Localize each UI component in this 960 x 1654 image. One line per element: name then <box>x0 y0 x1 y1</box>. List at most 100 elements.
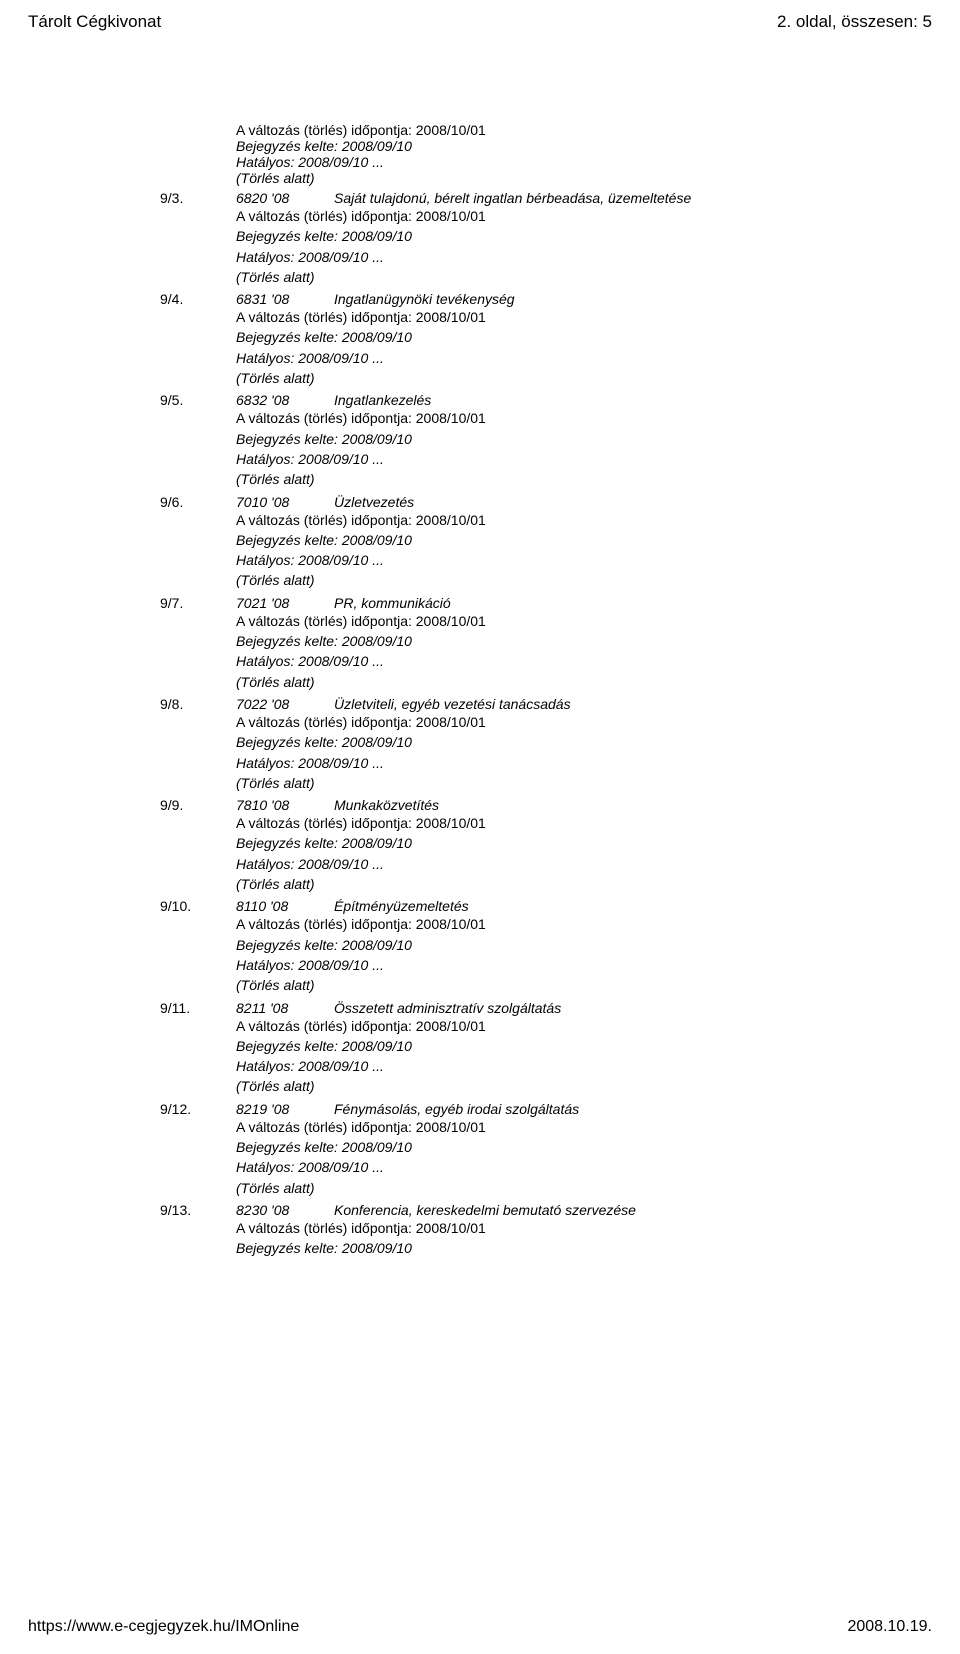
entry-entry-date: Bejegyzés kelte: 2008/09/10 <box>160 1238 960 1258</box>
entry-item: 9/5.6832 '08IngatlankezelésA változás (t… <box>160 392 960 489</box>
content: A változás (törlés) időpontja: 2008/10/0… <box>0 32 960 1258</box>
entry-effective: Hatályos: 2008/09/10 ... <box>160 247 960 267</box>
entry-entry-date: Bejegyzés kelte: 2008/09/10 <box>160 429 960 449</box>
entry-code: 6820 '08 <box>236 190 334 206</box>
entry-change-date: A változás (törlés) időpontja: 2008/10/0… <box>160 1016 960 1036</box>
entry-entry-date: Bejegyzés kelte: 2008/09/10 <box>160 631 960 651</box>
entry-code: 6831 '08 <box>236 291 334 307</box>
entry-entry-date: Bejegyzés kelte: 2008/09/10 <box>160 833 960 853</box>
header-left: Tárolt Cégkivonat <box>28 12 161 32</box>
entry-number: 9/8. <box>160 696 236 712</box>
entry-entry-date: Bejegyzés kelte: 2008/09/10 <box>160 530 960 550</box>
entry-item: 9/12.8219 '08Fénymásolás, egyéb irodai s… <box>160 1101 960 1198</box>
entry-row: 9/6.7010 '08Üzletvezetés <box>160 494 960 510</box>
entry-effective: Hatályos: 2008/09/10 ... <box>160 550 960 570</box>
entry-row: 9/4.6831 '08Ingatlanügynöki tevékenység <box>160 291 960 307</box>
entry-item: 9/3.6820 '08Saját tulajdonú, bérelt inga… <box>160 190 960 287</box>
entry-date-label: Bejegyzés kelte: <box>236 138 338 154</box>
entry-entry-date: Bejegyzés kelte: 2008/09/10 <box>160 1036 960 1056</box>
entry-number: 9/9. <box>160 797 236 813</box>
entry-entry-date: Bejegyzés kelte: 2008/09/10 <box>160 732 960 752</box>
entry-date-line: Bejegyzés kelte: 2008/09/10 <box>236 138 960 154</box>
change-date-label: A változás (törlés) időpontja: <box>236 122 412 138</box>
footer-date: 2008.10.19. <box>847 1618 932 1636</box>
entry-effective: Hatályos: 2008/09/10 ... <box>160 854 960 874</box>
entry-effective: Hatályos: 2008/09/10 ... <box>160 1056 960 1076</box>
entry-row: 9/7.7021 '08PR, kommunikáció <box>160 595 960 611</box>
entry-change-date: A változás (törlés) időpontja: 2008/10/0… <box>160 611 960 631</box>
change-date-value: 2008/10/01 <box>416 122 486 138</box>
entry-deletion: (Törlés alatt) <box>160 1178 960 1198</box>
entry-change-date: A változás (törlés) időpontja: 2008/10/0… <box>160 307 960 327</box>
entry-item: 9/6.7010 '08ÜzletvezetésA változás (törl… <box>160 494 960 591</box>
effective-label: Hatályos: <box>236 154 294 170</box>
entry-number: 9/12. <box>160 1101 236 1117</box>
entry-change-date: A változás (törlés) időpontja: 2008/10/0… <box>160 914 960 934</box>
entry-code: 7022 '08 <box>236 696 334 712</box>
entry-code: 8219 '08 <box>236 1101 334 1117</box>
entry-row: 9/13.8230 '08Konferencia, kereskedelmi b… <box>160 1202 960 1218</box>
entry-row: 9/3.6820 '08Saját tulajdonú, bérelt inga… <box>160 190 960 206</box>
entry-change-date: A változás (törlés) időpontja: 2008/10/0… <box>160 1218 960 1238</box>
entry-row: 9/12.8219 '08Fénymásolás, egyéb irodai s… <box>160 1101 960 1117</box>
entry-number: 9/6. <box>160 494 236 510</box>
entry-entry-date: Bejegyzés kelte: 2008/09/10 <box>160 327 960 347</box>
entry-number: 9/10. <box>160 898 236 914</box>
entry-row: 9/9.7810 '08Munkaközvetítés <box>160 797 960 813</box>
entry-item: 9/8.7022 '08Üzletviteli, egyéb vezetési … <box>160 696 960 793</box>
entry-item: 9/4.6831 '08Ingatlanügynöki tevékenységA… <box>160 291 960 388</box>
entry-deletion: (Törlés alatt) <box>160 672 960 692</box>
entry-entry-date: Bejegyzés kelte: 2008/09/10 <box>160 1137 960 1157</box>
entry-deletion: (Törlés alatt) <box>160 773 960 793</box>
entry-description: Összetett adminisztratív szolgáltatás <box>334 1000 561 1016</box>
entry-description: Fénymásolás, egyéb irodai szolgáltatás <box>334 1101 579 1117</box>
entry-change-date: A változás (törlés) időpontja: 2008/10/0… <box>160 510 960 530</box>
entry-description: Konferencia, kereskedelmi bemutató szerv… <box>334 1202 636 1218</box>
page-header: Tárolt Cégkivonat 2. oldal, összesen: 5 <box>0 0 960 32</box>
entry-deletion: (Törlés alatt) <box>160 368 960 388</box>
entry-description: Munkaközvetítés <box>334 797 439 813</box>
entry-number: 9/3. <box>160 190 236 206</box>
header-right: 2. oldal, összesen: 5 <box>777 12 932 32</box>
entry-number: 9/7. <box>160 595 236 611</box>
entry-effective: Hatályos: 2008/09/10 ... <box>160 753 960 773</box>
entry-effective: Hatályos: 2008/09/10 ... <box>160 449 960 469</box>
entry-description: Üzletviteli, egyéb vezetési tanácsadás <box>334 696 571 712</box>
entry-code: 7021 '08 <box>236 595 334 611</box>
entry-code: 8211 '08 <box>236 1000 334 1016</box>
entry-effective: Hatályos: 2008/09/10 ... <box>160 651 960 671</box>
entry-description: Saját tulajdonú, bérelt ingatlan bérbead… <box>334 190 691 206</box>
entry-code: 7010 '08 <box>236 494 334 510</box>
entry-change-date: A változás (törlés) időpontja: 2008/10/0… <box>160 206 960 226</box>
entry-effective: Hatályos: 2008/09/10 ... <box>160 348 960 368</box>
entry-entry-date: Bejegyzés kelte: 2008/09/10 <box>160 226 960 246</box>
entry-change-date: A változás (törlés) időpontja: 2008/10/0… <box>160 712 960 732</box>
entry-date-value: 2008/09/10 <box>342 138 412 154</box>
entry-deletion: (Törlés alatt) <box>160 975 960 995</box>
change-date-line: A változás (törlés) időpontja: 2008/10/0… <box>236 122 960 138</box>
entries-list: 9/3.6820 '08Saját tulajdonú, bérelt inga… <box>160 190 960 1258</box>
entry-number: 9/13. <box>160 1202 236 1218</box>
entry-description: Üzletvezetés <box>334 494 414 510</box>
entry-item: 9/13.8230 '08Konferencia, kereskedelmi b… <box>160 1202 960 1259</box>
entry-row: 9/11.8211 '08Összetett adminisztratív sz… <box>160 1000 960 1016</box>
entry-deletion: (Törlés alatt) <box>160 874 960 894</box>
entry-effective: Hatályos: 2008/09/10 ... <box>160 1157 960 1177</box>
entry-code: 8230 '08 <box>236 1202 334 1218</box>
entry-description: PR, kommunikáció <box>334 595 451 611</box>
entry-description: Ingatlankezelés <box>334 392 431 408</box>
entry-deletion: (Törlés alatt) <box>160 570 960 590</box>
entry-code: 7810 '08 <box>236 797 334 813</box>
entry-item: 9/10.8110 '08ÉpítményüzemeltetésA változ… <box>160 898 960 995</box>
entry-item: 9/11.8211 '08Összetett adminisztratív sz… <box>160 1000 960 1097</box>
entry-code: 8110 '08 <box>236 898 334 914</box>
effective-value: 2008/09/10 ... <box>298 154 384 170</box>
entry-change-date: A változás (törlés) időpontja: 2008/10/0… <box>160 408 960 428</box>
entry-deletion: (Törlés alatt) <box>160 267 960 287</box>
effective-line: Hatályos: 2008/09/10 ... <box>236 154 960 170</box>
entry-item: 9/7.7021 '08PR, kommunikációA változás (… <box>160 595 960 692</box>
entry-change-date: A változás (törlés) időpontja: 2008/10/0… <box>160 1117 960 1137</box>
entry-number: 9/4. <box>160 291 236 307</box>
entry-deletion: (Törlés alatt) <box>160 469 960 489</box>
entry-row: 9/8.7022 '08Üzletviteli, egyéb vezetési … <box>160 696 960 712</box>
